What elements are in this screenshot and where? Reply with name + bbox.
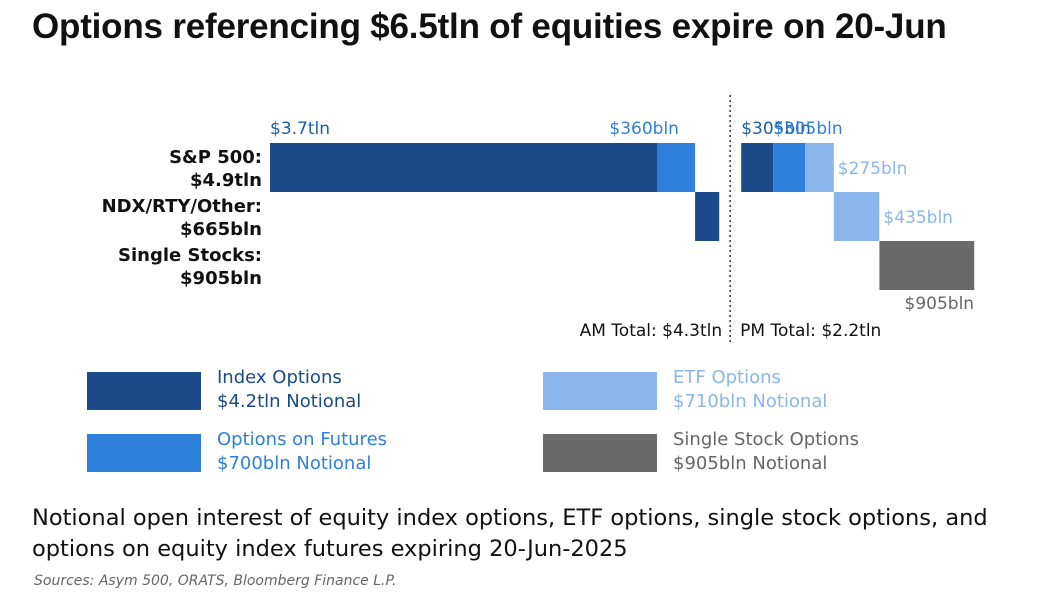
legend-value-index-options: $4.2tln Notional (217, 391, 362, 412)
bar-options_on_futures-1 (657, 143, 696, 192)
chart-title: Options referencing $6.5tln of equities … (32, 7, 947, 46)
data-label-4: $305bln (773, 119, 843, 139)
row-label-0-value: $4.9tln (190, 170, 262, 191)
chart-caption: Notional open interest of equity index o… (32, 505, 988, 562)
row-label-1-value: $665bln (180, 219, 262, 240)
bar-options_on_futures-4 (773, 143, 805, 192)
legend-swatch-index-options (87, 372, 201, 410)
legend-label-index-options: Index Options (217, 367, 342, 388)
data-label-3: $305bln (741, 119, 811, 139)
data-label-6: $435bln (883, 208, 953, 228)
legend-value-single-stock-options: $905bln Notional (673, 453, 828, 474)
legend-swatch-options-on-futures (87, 434, 201, 472)
legend-swatch-etf-options (543, 372, 657, 410)
data-label-0: $3.7tln (270, 119, 330, 139)
bar-index_options-3 (741, 143, 774, 192)
data-label-1: $360bln (609, 119, 679, 139)
legend-label-etf-options: ETF Options (673, 367, 781, 388)
bar-etf_options-6 (833, 192, 880, 241)
legend-value-options-on-futures: $700bln Notional (217, 453, 372, 474)
bar-single_stock_options-7 (879, 241, 975, 290)
row-label-2-name: Single Stocks: (118, 245, 262, 266)
pm-total-label: PM Total: $2.2tln (740, 321, 881, 341)
row-label-1-name: NDX/RTY/Other: (102, 196, 262, 217)
legend-label-single-stock-options: Single Stock Options (673, 429, 860, 450)
data-label-7: $905bln (905, 294, 975, 314)
bar-index_options-0 (270, 143, 658, 192)
row-label-0-name: S&P 500: (169, 147, 262, 168)
bar-etf_options-5 (805, 143, 834, 192)
waterfall-chart: S&P 500:$4.9tln NDX/RTY/Other:$665bln Sing… (102, 95, 975, 345)
legend-label-options-on-futures: Options on Futures (217, 429, 388, 450)
bar-index_options-2 (695, 192, 720, 241)
legend-value-etf-options: $710bln Notional (673, 391, 828, 412)
am-total-label: AM Total: $4.3tln (580, 321, 723, 341)
data-label-5: $275bln (838, 159, 908, 179)
chart-sources: Sources: Asym 500, ORATS, Bloomberg Fina… (34, 573, 397, 589)
row-label-2-value: $905bln (180, 268, 262, 289)
legend-swatch-single-stock-options (543, 434, 657, 472)
